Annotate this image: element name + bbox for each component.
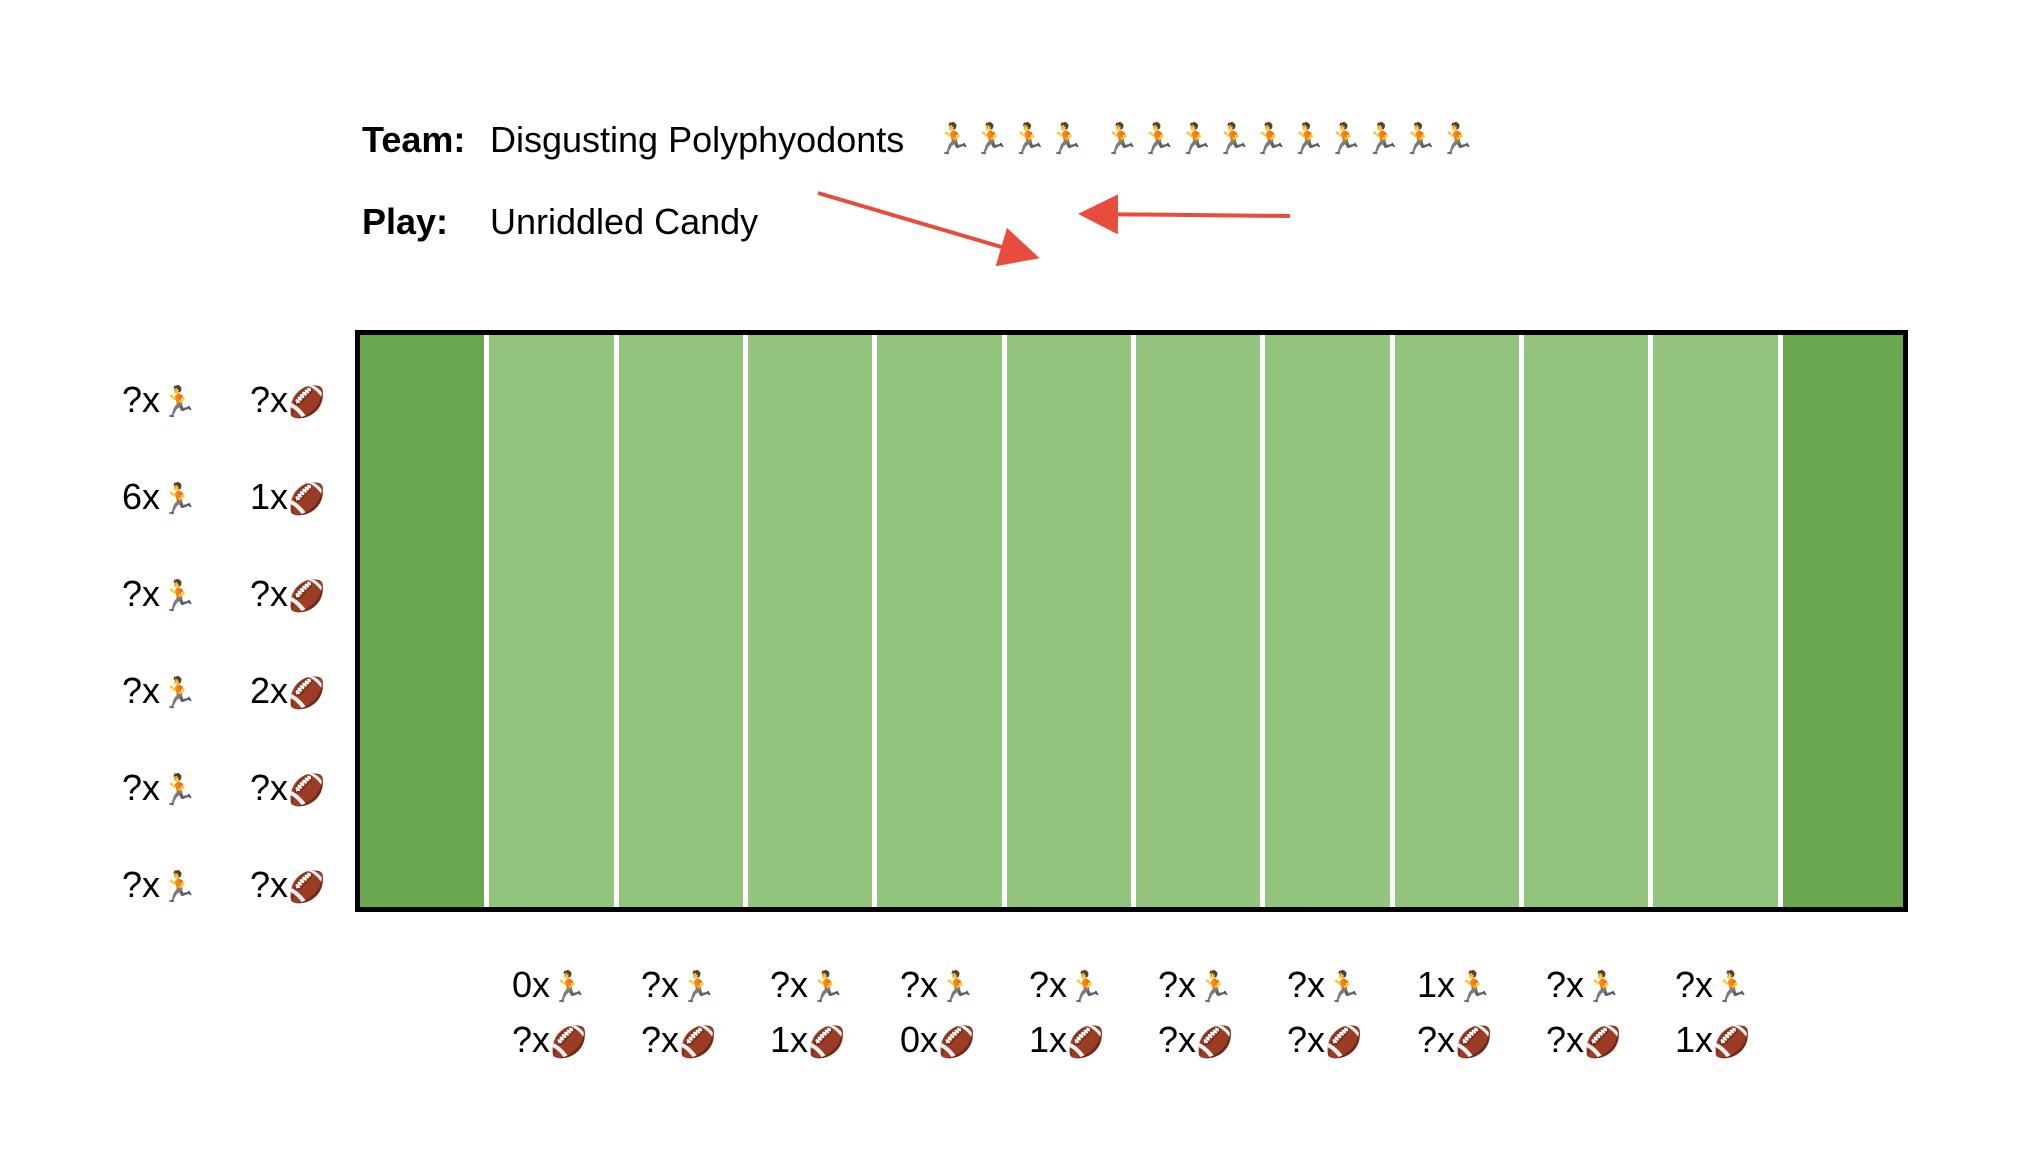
row-runner-count: ?x🏃 — [122, 379, 198, 420]
runner-icon: 🏃 — [1713, 971, 1751, 1004]
column-runner-count: ?x🏃 — [1158, 964, 1234, 1005]
row-runner-count: ?x🏃 — [122, 864, 198, 905]
runner-icon: 🏃 — [1325, 971, 1363, 1004]
column-ball-count: ?x🏈 — [1546, 1019, 1622, 1060]
row-ball-count: ?x🏈 — [250, 573, 326, 614]
column-ball-count: 1x🏈 — [1029, 1019, 1105, 1060]
football-icon: 🏈 — [288, 483, 326, 516]
play-label: Play: — [362, 201, 449, 242]
arrow-left — [1078, 194, 1291, 235]
column-runner-count: ?x🏃 — [641, 964, 717, 1005]
column-runner-count: ?x🏃 — [1287, 964, 1363, 1005]
runner-icon: 🏃 — [160, 386, 198, 419]
yard-line — [614, 335, 619, 907]
runner-icon: 🏃 — [1196, 971, 1234, 1004]
yard-line — [1002, 335, 1007, 907]
football-icon: 🏈 — [550, 1026, 588, 1059]
yard-line — [1390, 335, 1395, 907]
yard-line — [743, 335, 748, 907]
column-ball-count: 1x🏈 — [770, 1019, 846, 1060]
runner-icons-group-1: 🏃🏃🏃🏃 — [935, 123, 1085, 156]
runner-icons-group-2: 🏃🏃🏃🏃🏃🏃🏃🏃🏃🏃 — [1102, 123, 1476, 156]
column-ball-count: ?x🏈 — [1287, 1019, 1363, 1060]
column-runner-count: ?x🏃 — [1546, 964, 1622, 1005]
row-runner-count: ?x🏃 — [122, 670, 198, 711]
arrow-down-right — [817, 191, 1040, 267]
column-ball-count: ?x🏈 — [512, 1019, 588, 1060]
yard-line — [484, 335, 489, 907]
yard-line — [1778, 335, 1783, 907]
yard-line — [872, 335, 877, 907]
column-ball-count: ?x🏈 — [1158, 1019, 1234, 1060]
row-runner-count: ?x🏃 — [122, 767, 198, 808]
football-icon: 🏈 — [288, 677, 326, 710]
runner-icon: 🏃 — [1584, 971, 1622, 1004]
row-ball-count: ?x🏈 — [250, 864, 326, 905]
football-icon: 🏈 — [1196, 1026, 1234, 1059]
column-runner-count: 1x🏃 — [1417, 964, 1493, 1005]
football-icon: 🏈 — [288, 774, 326, 807]
column-runner-count: ?x🏃 — [900, 964, 976, 1005]
football-icon: 🏈 — [288, 871, 326, 904]
row-runner-count: ?x🏃 — [122, 573, 198, 614]
runner-icon: 🏃 — [160, 871, 198, 904]
football-icon: 🏈 — [1067, 1026, 1105, 1059]
football-icon: 🏈 — [1713, 1026, 1751, 1059]
runner-icon: 🏃 — [160, 483, 198, 516]
runner-icon: 🏃 — [160, 677, 198, 710]
column-ball-count: 0x🏈 — [900, 1019, 976, 1060]
row-ball-count: ?x🏈 — [250, 767, 326, 808]
football-icon: 🏈 — [1584, 1026, 1622, 1059]
column-ball-count: ?x🏈 — [641, 1019, 717, 1060]
team-label: Team: — [362, 119, 466, 160]
runner-icon: 🏃 — [808, 971, 846, 1004]
runner-icon: 🏃 — [1455, 971, 1493, 1004]
endzone-right — [1779, 335, 1903, 907]
row-ball-count: ?x🏈 — [250, 379, 326, 420]
play-name: Unriddled Candy — [490, 201, 759, 242]
runner-icon: 🏃 — [679, 971, 717, 1004]
team-name: Disgusting Polyphyodonts — [490, 119, 905, 160]
column-runner-count: ?x🏃 — [1675, 964, 1751, 1005]
football-icon: 🏈 — [288, 386, 326, 419]
endzone-left — [360, 335, 484, 907]
football-icon: 🏈 — [288, 580, 326, 613]
yard-line — [1648, 335, 1653, 907]
yard-line — [1519, 335, 1524, 907]
football-icon: 🏈 — [808, 1026, 846, 1059]
row-ball-count: 1x🏈 — [250, 476, 326, 517]
column-runner-count: ?x🏃 — [770, 964, 846, 1005]
runner-icon: 🏃 — [160, 774, 198, 807]
football-icon: 🏈 — [1455, 1026, 1493, 1059]
football-field — [355, 330, 1908, 912]
runner-icon: 🏃 — [550, 971, 588, 1004]
row-runner-count: 6x🏃 — [122, 476, 198, 517]
column-runner-count: 0x🏃 — [512, 964, 588, 1005]
column-runner-count: ?x🏃 — [1029, 964, 1105, 1005]
column-ball-count: 1x🏈 — [1675, 1019, 1751, 1060]
runner-icon: 🏃 — [1067, 971, 1105, 1004]
football-icon: 🏈 — [679, 1026, 717, 1059]
runner-icon: 🏃 — [938, 971, 976, 1004]
football-icon: 🏈 — [1325, 1026, 1363, 1059]
yard-line — [1131, 335, 1136, 907]
yard-line — [1260, 335, 1265, 907]
football-icon: 🏈 — [938, 1026, 976, 1059]
row-ball-count: 2x🏈 — [250, 670, 326, 711]
runner-icon: 🏃 — [160, 580, 198, 613]
column-ball-count: ?x🏈 — [1417, 1019, 1493, 1060]
